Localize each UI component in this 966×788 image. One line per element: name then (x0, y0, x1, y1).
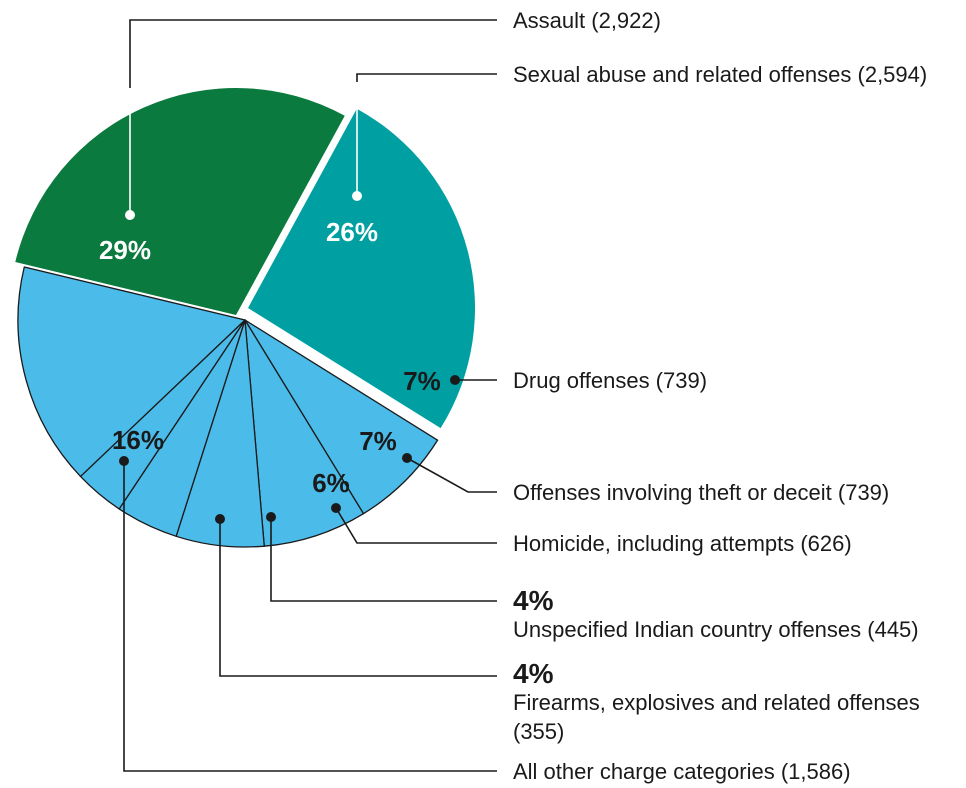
leader-line-other (123, 461, 497, 772)
leader-dot-theft (402, 453, 412, 463)
leader-dot-other (119, 456, 129, 466)
legend-label-drug: Drug offenses (739) (513, 368, 707, 393)
pie-slice-theft (244, 319, 365, 547)
leader-line-sexual-abuse (356, 73, 497, 82)
leader-dot-sexual-abuse (352, 191, 362, 201)
leader-dot-firearms (215, 514, 225, 524)
percent-label-drug: 7% (403, 366, 441, 396)
legend-label-theft: Offenses involving theft or deceit (739) (513, 480, 889, 505)
percent-label-homicide: 6% (312, 468, 350, 498)
leader-dot-indian-country (266, 512, 276, 522)
pie-slice-drug (244, 319, 439, 515)
legend-label-firearms-line-2: (355) (513, 719, 564, 744)
leader-dot-homicide (331, 503, 341, 513)
legend-percent-firearms: 4% (513, 658, 554, 689)
percent-label-sexual-abuse: 26% (326, 217, 378, 247)
legend-percent-indian-country: 4% (513, 585, 554, 616)
slice-legend: Assault (2,922) Sexual abuse and related … (513, 8, 927, 784)
leader-lines (119, 19, 497, 772)
leader-line-indian-country (270, 517, 497, 602)
legend-label-firearms-line-1: Firearms, explosives and related offense… (513, 690, 920, 715)
percent-label-assault: 29% (99, 235, 151, 265)
legend-label-homicide: Homicide, including attempts (626) (513, 531, 852, 556)
legend-label-indian-country: Unspecified Indian country offenses (445… (513, 617, 919, 642)
legend-label-other: All other charge categories (1,586) (513, 759, 851, 784)
leader-line-homicide (335, 507, 497, 544)
pie-slices (15, 87, 476, 548)
leader-line-firearms (219, 519, 497, 677)
pie-slice-sexual-abuse (248, 108, 476, 429)
pie-slice-assault (15, 87, 345, 315)
pie-slice-other (17, 266, 246, 478)
leader-dot-drug (450, 375, 460, 385)
legend-label-assault: Assault (2,922) (513, 8, 661, 33)
percent-label-theft: 7% (359, 426, 397, 456)
leader-line-theft (406, 457, 497, 493)
percent-labels: 29% 26% 7%7% 6% 16% (99, 217, 441, 498)
legend-label-sexual-abuse: Sexual abuse and related offenses (2,594… (513, 62, 927, 87)
leader-line-assault (129, 19, 497, 88)
percent-label-other: 16% (112, 425, 164, 455)
leader-dot-assault (125, 210, 135, 220)
